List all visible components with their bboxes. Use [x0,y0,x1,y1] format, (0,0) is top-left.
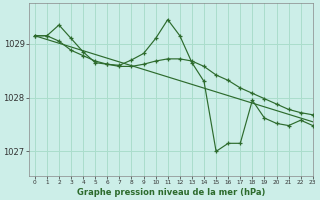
X-axis label: Graphe pression niveau de la mer (hPa): Graphe pression niveau de la mer (hPa) [76,188,265,197]
